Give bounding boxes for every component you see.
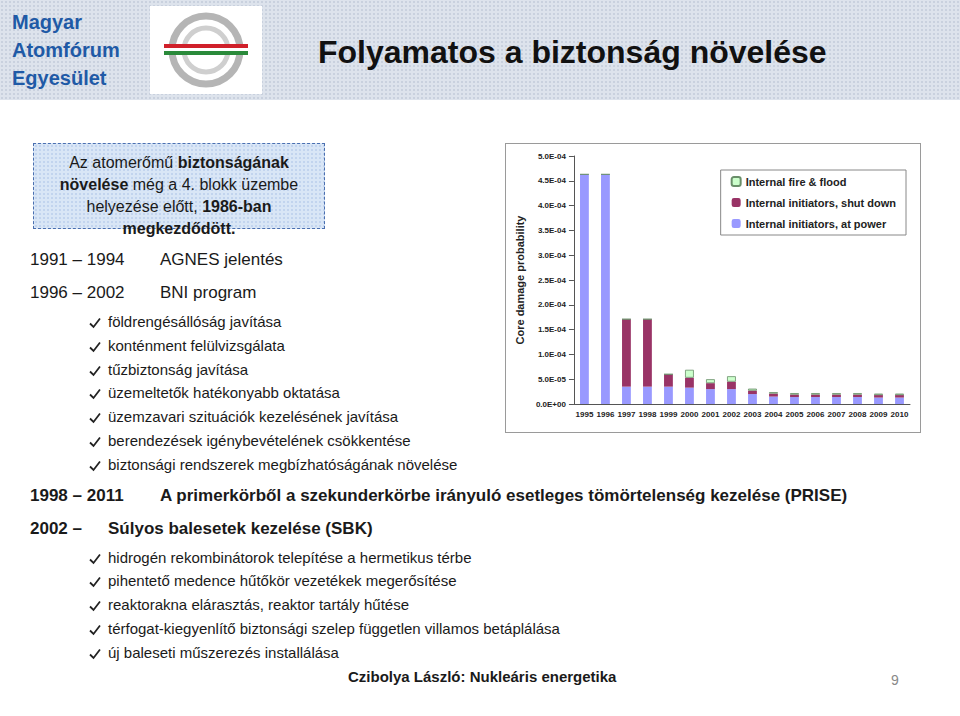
svg-text:2004: 2004 [765, 410, 783, 419]
html-text:Folyamatos a biztonság növelés: Folyamatos a biztonság növelése [318, 34, 827, 70]
svg-text:1.5E-04: 1.5E-04 [538, 325, 567, 334]
svg-text:4.5E-04: 4.5E-04 [538, 176, 567, 185]
svg-text:3.5E-04: 3.5E-04 [538, 226, 567, 235]
svg-text:3.0E-04: 3.0E-04 [538, 251, 567, 260]
html-text:Magyar: Magyar [12, 11, 82, 33]
html-text:9: 9 [891, 672, 899, 688]
svg-text:1997: 1997 [618, 410, 636, 419]
html-text:üzemeltetők hatékonyabb oktatá: üzemeltetők hatékonyabb oktatása [108, 384, 340, 402]
svg-text:2003: 2003 [744, 410, 762, 419]
html-text:1996 – 2002: 1996 – 2002 [30, 283, 125, 302]
svg-text:2008: 2008 [849, 410, 867, 419]
html-text:tűzbiztonság javítása: tűzbiztonság javítása [108, 360, 249, 378]
html-text:A primerkörből a szekunderkörb: A primerkörből a szekunderkörbe irányuló… [160, 485, 848, 505]
svg-text:2002: 2002 [723, 410, 741, 419]
html-text:1991 – 1994: 1991 – 1994 [30, 250, 125, 269]
html-text:pihentető medence hűtőkör veze: pihentető medence hűtőkör vezetékek mege… [108, 572, 457, 590]
svg-text:5.0E-05: 5.0E-05 [538, 375, 567, 384]
svg-text:Internal initiators, shut down: Internal initiators, shut down [746, 197, 897, 209]
svg-text:1.0E-04: 1.0E-04 [538, 350, 567, 359]
html-text:hidrogén rekombinátorok telepí: hidrogén rekombinátorok telepítése a her… [108, 548, 472, 566]
svg-text:2006: 2006 [807, 410, 825, 419]
html-text:konténment felülvizsgálata: konténment felülvizsgálata [108, 336, 285, 354]
html-text:Súlyos balesetek kezelése (SBK: Súlyos balesetek kezelése (SBK) [108, 518, 373, 538]
svg-text:2001: 2001 [702, 410, 720, 419]
svg-text:2005: 2005 [786, 410, 804, 419]
html-text:reaktorakna elárasztás, reakto: reaktorakna elárasztás, reaktor tartály … [108, 596, 409, 614]
svg-text:2009: 2009 [870, 410, 888, 419]
svg-text:2000: 2000 [681, 410, 699, 419]
svg-text:2.5E-04: 2.5E-04 [538, 276, 567, 285]
svg-text:1998: 1998 [639, 410, 657, 419]
svg-text:2007: 2007 [828, 410, 846, 419]
svg-text:1996: 1996 [597, 410, 615, 419]
html-text:berendezések igénybevételének: berendezések igénybevételének csökkentés… [108, 432, 411, 449]
html-text:térfogat-kiegyenlítő biztonság: térfogat-kiegyenlítő biztonsági szelep f… [108, 620, 560, 637]
svg-text:1995: 1995 [576, 410, 594, 419]
html-text:Egyesület: Egyesület [12, 67, 107, 89]
html-text:új baleseti műszerezés install: új baleseti műszerezés installálása [108, 643, 339, 661]
html-text:biztonsági rendszerek megbízha: biztonsági rendszerek megbízhatóságának … [108, 455, 458, 473]
html-text:BNI program: BNI program [160, 283, 257, 302]
svg-text:5.0E-04: 5.0E-04 [538, 152, 567, 161]
svg-text:2010: 2010 [891, 410, 909, 419]
svg-text:1999: 1999 [660, 410, 678, 419]
html-text:földrengésállóság javítása: földrengésállóság javítása [108, 313, 282, 330]
svg-text:Core damage probability: Core damage probability [514, 215, 526, 345]
svg-text:Internal initiators, at power: Internal initiators, at power [746, 218, 887, 230]
svg-text:Internal fire & flood: Internal fire & flood [746, 176, 847, 188]
html-text:1998 – 2011: 1998 – 2011 [30, 485, 124, 505]
html-text:Az atomerőmű biztonságának növ: Az atomerőmű biztonságának növelése még … [59, 154, 299, 237]
svg-text:4.0E-04: 4.0E-04 [538, 201, 567, 210]
html-text:2002 –: 2002 – [30, 518, 82, 538]
html-text:üzemzavari szituációk kezelésé: üzemzavari szituációk kezelésének javítá… [108, 408, 399, 426]
html-text:AGNES jelentés: AGNES jelentés [160, 250, 283, 269]
svg-text:0.0E+00: 0.0E+00 [536, 400, 567, 409]
svg-text:2.0E-04: 2.0E-04 [538, 300, 567, 309]
html-text:Czibolya László: Nukleáris ene: Czibolya László: Nukleáris energetika [348, 668, 617, 685]
html-text:Atomfórum: Atomfórum [12, 39, 120, 61]
